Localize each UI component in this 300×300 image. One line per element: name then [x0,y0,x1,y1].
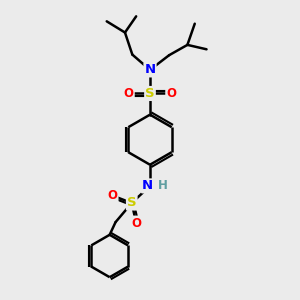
Text: O: O [124,87,134,100]
Text: H: H [158,179,167,192]
Text: S: S [145,87,155,100]
Text: S: S [127,196,136,209]
Text: N: N [142,179,153,192]
Text: O: O [108,189,118,202]
Text: O: O [166,87,176,100]
Text: N: N [144,63,156,76]
Text: O: O [131,217,141,230]
